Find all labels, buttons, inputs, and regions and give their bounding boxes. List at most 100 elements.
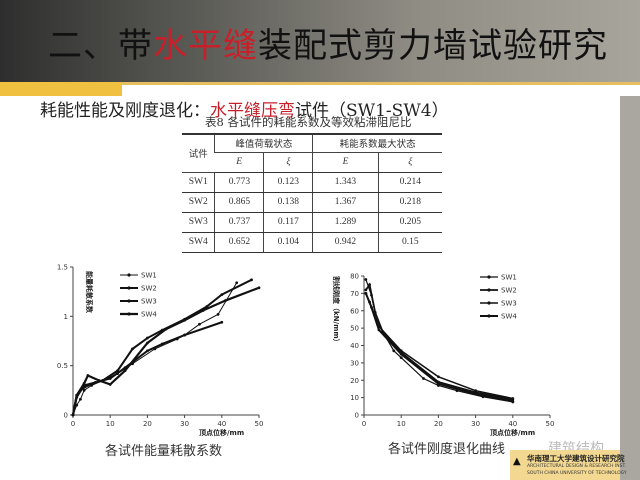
- stiffness-degradation-chart: 0 10 20 30 40 50 0 10 20 30 40 50 60 70 80 顶点位移/mm 割线刚度（…: [332, 273, 555, 438]
- x-tick-label: 50: [546, 420, 555, 428]
- data-point: [146, 336, 149, 340]
- series-line-sw3: [72, 321, 223, 416]
- data-point: [205, 305, 209, 308]
- y-tick-label: 30: [350, 359, 359, 367]
- header-cell: ξ: [377, 152, 442, 173]
- data-point: [474, 392, 477, 396]
- data-point: [437, 375, 440, 379]
- x-tick-label: 0: [71, 420, 75, 428]
- table-cell: 1.343: [312, 172, 379, 193]
- y-tick-label: 0: [355, 412, 359, 420]
- data-point: [97, 379, 101, 382]
- y-axis-label: 割线刚度（kN/mm）: [332, 276, 341, 346]
- table-cell: 1.367: [312, 192, 379, 213]
- data-point: [82, 382, 86, 385]
- data-point: [82, 388, 86, 392]
- data-point: [79, 397, 82, 401]
- logo-icon: ▲: [513, 456, 521, 467]
- legend-label: SW1: [501, 274, 517, 282]
- data-point: [183, 333, 187, 337]
- data-point: [364, 278, 368, 281]
- x-tick-label: 20: [143, 420, 152, 428]
- data-point: [201, 309, 205, 312]
- data-point: [250, 278, 253, 282]
- x-tick-label: 20: [434, 420, 443, 428]
- data-point: [511, 397, 515, 400]
- table-cell: SW2: [182, 192, 215, 213]
- legend-marker: [487, 314, 491, 318]
- header-cell: ξ: [263, 152, 313, 173]
- series-line-sw2: [365, 282, 513, 401]
- x-tick-label: 40: [217, 420, 226, 428]
- table-cell: 0.865: [214, 192, 264, 213]
- table-row: SW1 0.773 0.123 1.343 0.214: [182, 172, 442, 193]
- table-cell: 0.942: [312, 232, 379, 253]
- table-cell: 0.15: [377, 232, 442, 253]
- accent-stripe: [0, 82, 122, 96]
- header-cell: E: [312, 152, 379, 173]
- slide-subtitle: 耗能性能及刚度退化：水平缝压弯试件（SW1-SW4）: [40, 101, 449, 121]
- y-tick-label: 20: [350, 377, 359, 385]
- legend-label: SW1: [141, 272, 157, 280]
- series-line-sw4: [364, 293, 513, 403]
- table-cell: 0.218: [377, 192, 442, 213]
- y-tick-label: 80: [350, 273, 359, 281]
- logo-text: ARCHITECTURAL DESIGN & RESEARCH INST.: [527, 464, 627, 469]
- y-tick-label: 0.5: [57, 362, 68, 370]
- header-group: 峰值荷载状态: [214, 133, 313, 153]
- data-point: [220, 293, 224, 297]
- data-point: [474, 389, 477, 393]
- data-point: [71, 413, 75, 417]
- energy-dissipation-chart: 0 10 20 30 40 50 0 0.5 1 1.5 顶点位移/mm 能量耗散系数 SW1 SW2 SW…: [57, 264, 264, 438]
- y-tick-label: 0: [64, 412, 68, 420]
- data-point: [75, 393, 79, 397]
- header-cell: E: [214, 152, 264, 173]
- divider: [0, 82, 640, 85]
- data-point: [131, 347, 134, 351]
- data-point: [116, 369, 120, 372]
- data-point: [370, 305, 373, 309]
- data-point: [257, 286, 261, 290]
- legend-marker: [487, 288, 491, 292]
- data-point: [146, 349, 149, 353]
- logo: [510, 450, 620, 480]
- data-point: [216, 312, 220, 316]
- table-cell: SW3: [182, 212, 215, 233]
- logo-text: 华南理工大学建筑设计研究院: [527, 454, 625, 463]
- y-tick-label: 60: [350, 307, 359, 315]
- x-tick-label: 10: [106, 420, 115, 428]
- data-point: [123, 369, 127, 372]
- data-point: [399, 356, 403, 360]
- chart-title: 各试件刚度退化曲线: [388, 442, 506, 457]
- series-line-sw4: [71, 286, 260, 416]
- data-point: [146, 341, 149, 345]
- data-point: [93, 381, 97, 384]
- table-cell: SW4: [182, 232, 215, 253]
- legend-marker: [127, 299, 131, 303]
- data-point: [392, 349, 396, 353]
- table-row: SW4 0.652 0.104 0.942 0.15: [182, 232, 442, 253]
- legend-marker: [127, 312, 131, 316]
- y-axis-label: 能量耗散系数: [85, 271, 94, 314]
- data-point: [183, 318, 187, 322]
- header-specimen: 试件: [182, 133, 215, 173]
- y-tick-label: 40: [350, 342, 359, 350]
- legend-marker: [127, 273, 131, 277]
- table-cell: 0.773: [214, 172, 264, 193]
- table-cell: 0.138: [263, 192, 313, 213]
- x-tick-label: 40: [508, 420, 517, 428]
- data-point: [422, 377, 425, 380]
- title-bar: [0, 0, 640, 82]
- header-group: 耗能系数最大状态: [312, 133, 442, 153]
- x-axis-label: 顶点位移/mm: [199, 428, 244, 437]
- y-tick-label: 70: [350, 290, 359, 298]
- data-point: [160, 342, 164, 346]
- data-point: [511, 399, 515, 403]
- x-tick-label: 50: [255, 420, 264, 428]
- logo-text: SOUTH CHINA UNIVERSITY OF TECHNOLOGY: [527, 471, 627, 476]
- data-point: [364, 288, 368, 292]
- table-cell: SW1: [182, 172, 215, 193]
- data-point: [198, 322, 201, 326]
- table-caption: 表8 各试件的耗能系数及等效粘滞阻尼比: [205, 115, 412, 129]
- chart-title: 各试件能量耗散系数: [105, 444, 223, 459]
